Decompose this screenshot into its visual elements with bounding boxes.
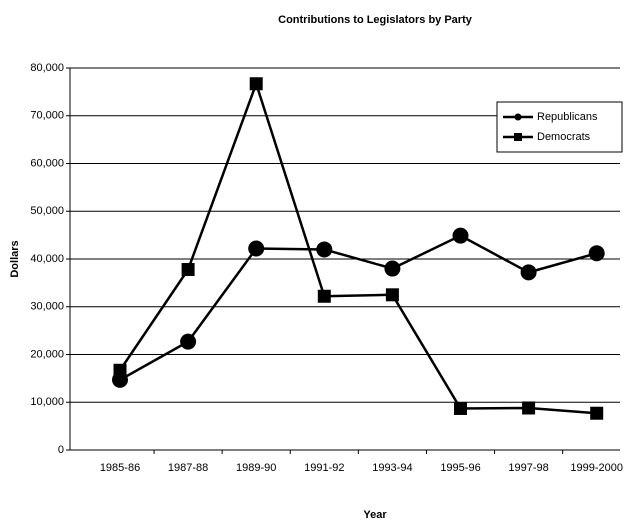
legend-label: Democrats — [537, 131, 591, 143]
series-line — [119, 234, 598, 381]
data-point — [317, 289, 331, 303]
y-tick-label: 0 — [58, 444, 64, 456]
y-tick-label: 70,000 — [30, 110, 64, 122]
y-tick-label: 30,000 — [30, 301, 64, 313]
legend-marker — [514, 113, 522, 121]
data-point — [180, 333, 197, 350]
data-point — [316, 241, 333, 258]
legend-marker — [514, 133, 522, 141]
y-tick-label: 80,000 — [30, 62, 64, 74]
chart-title: Contributions to Legislators by Party — [278, 14, 473, 26]
data-point — [522, 401, 536, 415]
y-tick-label: 10,000 — [30, 396, 64, 408]
data-point — [590, 406, 604, 420]
x-axis-label: Year — [363, 509, 387, 521]
x-tick-label: 1991-92 — [304, 462, 344, 474]
data-point — [384, 260, 401, 277]
y-tick-label: 60,000 — [30, 157, 64, 169]
data-point — [454, 401, 467, 415]
data-point — [113, 363, 127, 377]
data-point — [248, 240, 265, 257]
data-point — [520, 264, 537, 281]
x-tick-label: 1985-86 — [100, 462, 140, 474]
data-point — [181, 263, 195, 277]
x-tick-label: 1995-96 — [440, 462, 480, 474]
y-tick-label: 40,000 — [30, 253, 64, 265]
x-tick-label: 1987-88 — [168, 462, 208, 474]
data-point — [452, 227, 469, 244]
x-tick-label: 1999-2000 — [570, 462, 623, 474]
y-axis-label: Dollars — [9, 240, 21, 277]
series-line — [118, 79, 597, 415]
y-tick-label: 20,000 — [30, 348, 64, 360]
data-point — [249, 77, 263, 91]
data-point — [588, 245, 605, 262]
x-tick-label: 1997-98 — [508, 462, 548, 474]
legend-label: Republicans — [537, 111, 598, 123]
y-tick-label: 50,000 — [30, 205, 64, 217]
x-tick-label: 1989-90 — [236, 462, 276, 474]
legend-box — [496, 101, 623, 153]
x-tick-label: 1993-94 — [372, 462, 412, 474]
data-point — [385, 288, 399, 302]
